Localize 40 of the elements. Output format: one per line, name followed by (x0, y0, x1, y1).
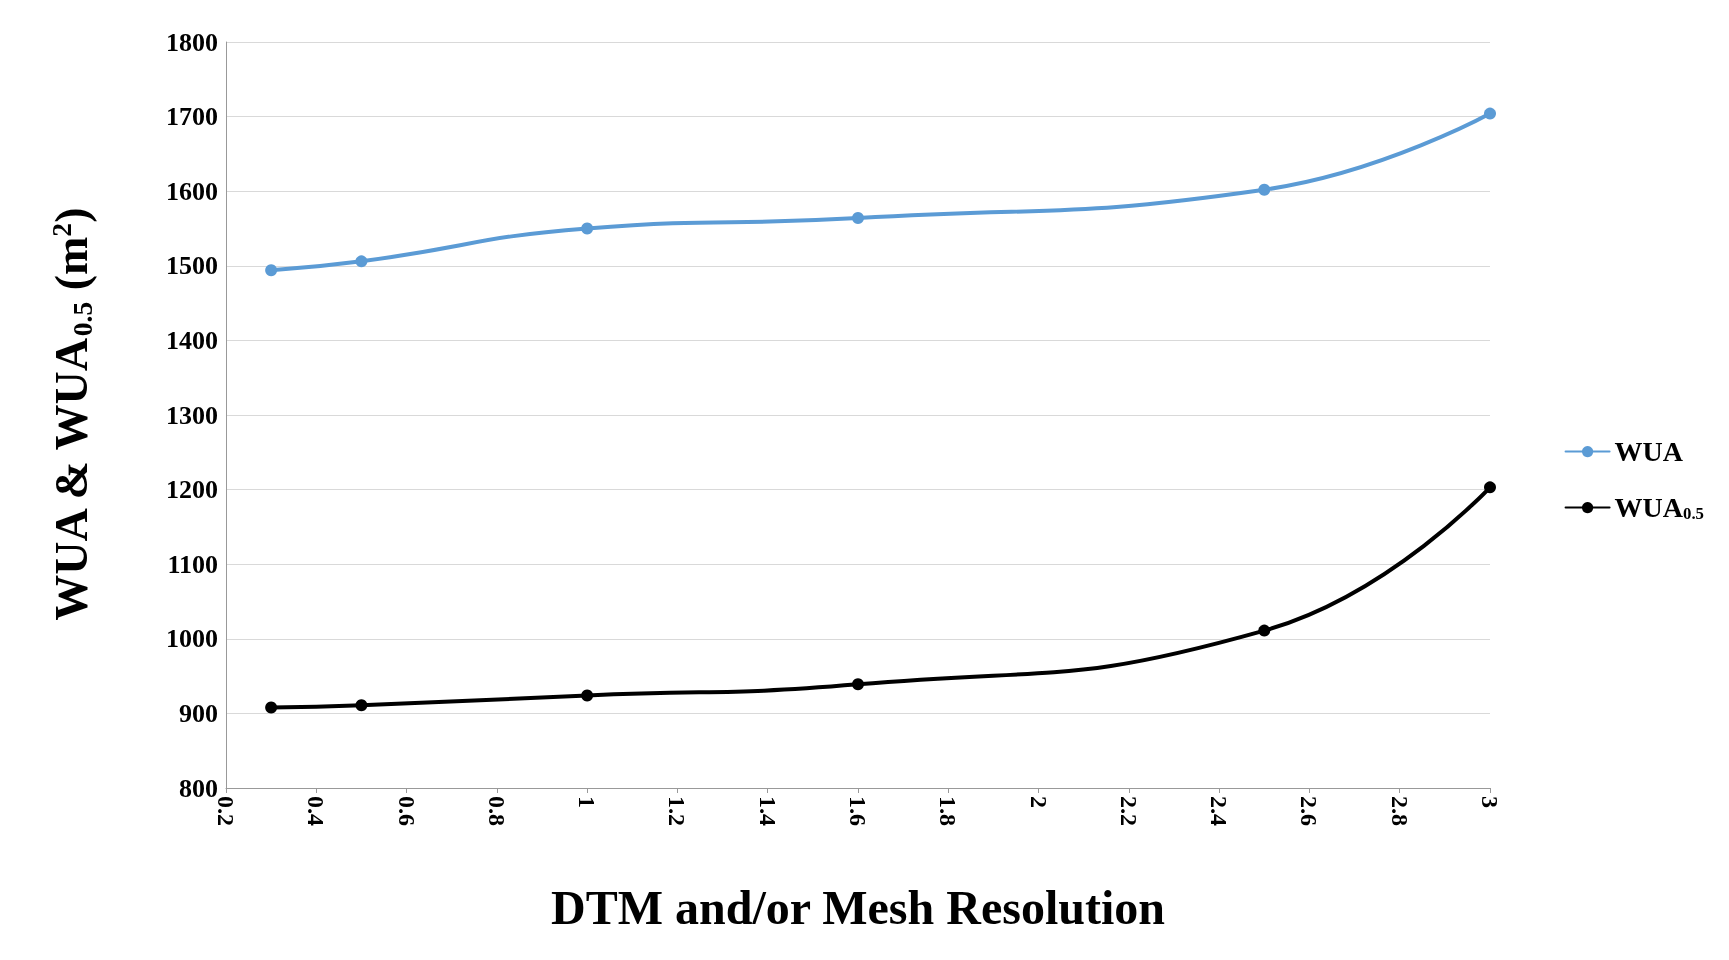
y-tick-label: 1700 (166, 102, 218, 132)
x-tick-label: 1.2 (664, 796, 691, 826)
point (581, 222, 594, 235)
point (355, 699, 368, 712)
y-tick-label: 1300 (166, 400, 218, 430)
y-tick-label: 1100 (167, 549, 218, 579)
point (355, 255, 368, 268)
y-tick-label: 1800 (166, 27, 218, 57)
x-tick-label: 2.8 (1386, 796, 1413, 826)
point (1258, 183, 1271, 196)
x-tick-label: 0.6 (393, 796, 420, 826)
legend-label: WUA0.5 (1614, 492, 1705, 524)
y-tick-label: 1600 (166, 176, 218, 206)
x-tick-label: 1.4 (754, 796, 781, 826)
point (265, 264, 278, 277)
point (852, 678, 864, 691)
y-axis-title: WUA & WUA0.5 (m2) (45, 207, 98, 621)
y-tick-label: 1400 (166, 325, 218, 355)
y-tick-label: 900 (179, 698, 218, 728)
point (1484, 481, 1496, 494)
x-tick-label: 2 (1025, 796, 1052, 808)
x-tick-label: 2.6 (1296, 796, 1323, 826)
y-tick-label: 1200 (166, 475, 218, 505)
x-tick-label: 1.8 (935, 796, 962, 826)
point (265, 701, 278, 714)
x-tick-label: 1.6 (845, 796, 871, 826)
point (1258, 624, 1271, 637)
x-tick-label: 3 (1477, 796, 1503, 808)
x-tick-label: 0.8 (483, 796, 510, 826)
point (852, 212, 864, 225)
y-tick-label: 1500 (166, 251, 218, 281)
x-axis-title: DTM and/or Mesh Resolution (551, 880, 1165, 934)
y-tick-label: 1000 (166, 624, 218, 654)
point (581, 689, 594, 702)
x-tick-label: 2.4 (1206, 796, 1233, 826)
x-tick-label: 2.2 (1115, 796, 1142, 826)
x-tick-label: 1 (574, 796, 601, 808)
legend-label: WUA (1614, 436, 1684, 468)
x-tick-label: 0.4 (303, 796, 330, 826)
point (1484, 107, 1496, 120)
